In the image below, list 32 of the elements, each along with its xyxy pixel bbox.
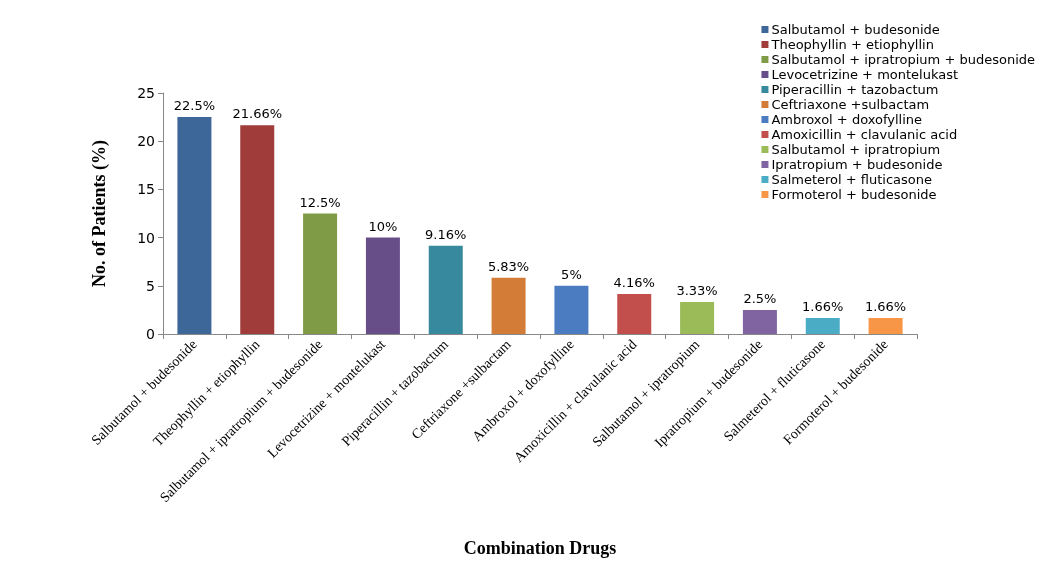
legend-label: Levocetrizine + montelukast <box>771 67 959 82</box>
legend-label: Salbutamol + ipratropium + budesonide <box>771 52 1036 67</box>
legend-label: Amoxicillin + clavulanic acid <box>771 127 958 142</box>
legend-label: Theophyllin + etiophyllin <box>770 37 934 52</box>
legend-label: Ceftriaxone +sulbactam <box>771 97 930 112</box>
y-tick-label: 20 <box>137 133 155 150</box>
data-label: 3.33% <box>676 282 718 298</box>
y-tick-label: 5 <box>146 277 155 294</box>
legend-label: Ambroxol + doxofylline <box>771 112 923 127</box>
y-tick-label: 10 <box>137 229 155 246</box>
data-label: 12.5% <box>299 194 341 210</box>
data-label: 1.66% <box>802 299 844 314</box>
data-label: 9.16% <box>425 226 467 242</box>
y-axis-title: No. of Patients (%) <box>89 140 110 287</box>
legend-label: Salbutamol + budesonide <box>771 22 940 37</box>
data-label: 10% <box>368 218 398 234</box>
legend-label: Ipratropium + budesonide <box>771 157 943 172</box>
data-label: 1.66% <box>864 299 907 314</box>
y-tick-label: 25 <box>137 85 155 101</box>
data-label: 4.16% <box>613 274 655 290</box>
data-label: 5% <box>561 266 582 282</box>
data-label: 22.5% <box>173 98 216 114</box>
data-label: 21.66% <box>232 106 283 122</box>
data-label: 5.83% <box>487 258 530 274</box>
legend-label: Piperacillin + tazobactum <box>771 82 939 97</box>
data-label: 2.5% <box>743 290 777 306</box>
x-axis-title: Combination Drugs <box>463 538 617 558</box>
legend-label: Salmeterol + fluticasone <box>771 172 933 187</box>
legend-label: Salbutamol + ipratropium <box>771 142 941 157</box>
y-tick-label: 0 <box>146 326 155 342</box>
y-tick-label: 15 <box>137 181 155 198</box>
legend-label: Formoterol + budesonide <box>771 187 937 202</box>
